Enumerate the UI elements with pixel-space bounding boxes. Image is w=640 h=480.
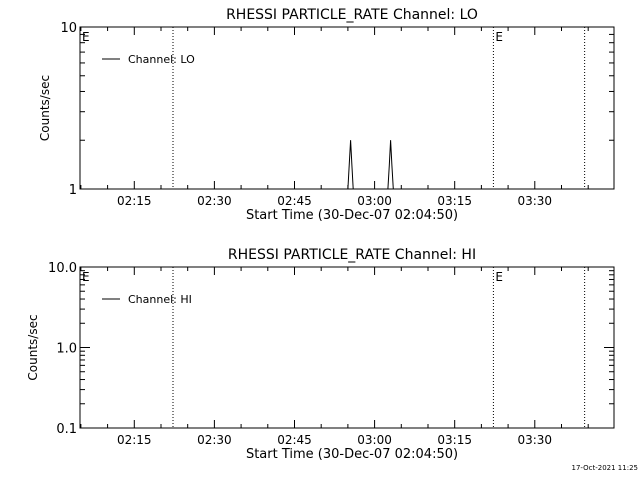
panel2-x-tick-label: 02:30 <box>197 433 232 447</box>
panel1-series-line <box>347 140 395 190</box>
panel2-x-tick-label: 02:15 <box>117 433 152 447</box>
panel2-event-marker-label: E <box>82 270 90 284</box>
panel1-title: RHESSI PARTICLE_RATE Channel: LO <box>226 7 478 23</box>
panel1-x-axis-label: Start Time (30-Dec-07 02:04:50) <box>246 208 458 223</box>
panel1-x-tick-label: 02:15 <box>117 194 152 208</box>
panel2-x-tick-label: 03:15 <box>437 433 472 447</box>
panel2-y-tick-label: 1.0 <box>56 342 77 357</box>
panel2-x-tick-label: 03:00 <box>357 433 392 447</box>
panel2-title: RHESSI PARTICLE_RATE Channel: HI <box>228 247 476 263</box>
panel2-legend-label: Channel: HI <box>128 293 192 306</box>
panel1-y-tick-label: 10 <box>60 21 77 36</box>
panel1-y-axis-label: Counts/sec <box>38 75 52 141</box>
panel2-y-tick-label: 0.1 <box>56 422 77 437</box>
panel2-event-marker-label: E <box>495 270 503 284</box>
panel2-x-tick-label: 03:30 <box>517 433 552 447</box>
panel1-x-tick-label: 03:30 <box>517 194 552 208</box>
panel2-y-axis-label: Counts/sec <box>26 314 40 380</box>
panel1-event-marker-label: E <box>495 30 503 44</box>
panel2-y-tick-label: 10.0 <box>48 261 77 276</box>
panel1-plot-frame <box>79 26 615 190</box>
panel1-legend-label: Channel: LO <box>128 53 195 66</box>
panel1-event-marker-label: E <box>82 30 90 44</box>
panel1-x-tick-label: 03:15 <box>437 194 472 208</box>
panel2-plot-frame <box>79 266 615 429</box>
footer-timestamp: 17-Oct-2021 11:25 <box>571 464 638 472</box>
panel2-x-axis-label: Start Time (30-Dec-07 02:04:50) <box>246 447 458 462</box>
panel1-x-tick-label: 02:30 <box>197 194 232 208</box>
panel1-x-tick-label: 03:00 <box>357 194 392 208</box>
panel1-x-tick-label: 02:45 <box>277 194 312 208</box>
panel2-x-tick-label: 02:45 <box>277 433 312 447</box>
panel1-y-tick-label: 1 <box>69 183 77 198</box>
